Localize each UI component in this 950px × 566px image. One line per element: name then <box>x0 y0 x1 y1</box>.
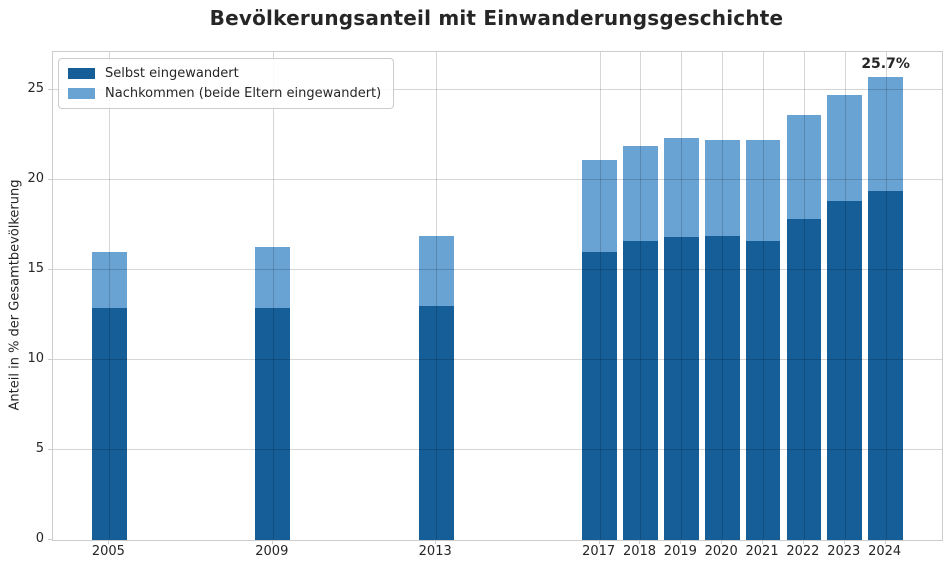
bar-segment-2017-selbst <box>582 251 617 540</box>
x-tick-mark <box>762 540 764 544</box>
x-tick-label: 2019 <box>663 544 697 559</box>
x-tick-label: 2017 <box>582 544 616 559</box>
bar-segment-2018-selbst <box>623 241 658 540</box>
bar-segment-2017-nachkommen <box>582 160 617 252</box>
legend-label-nachkommen: Nachkommen (beide Eltern eingewandert) <box>105 86 382 101</box>
x-tick-mark <box>802 540 804 544</box>
gridline-vertical <box>640 52 642 540</box>
bar-segment-2018-nachkommen <box>623 145 658 242</box>
bar-segment-2023-nachkommen <box>827 95 863 202</box>
y-tick-mark <box>48 539 52 540</box>
x-tick-mark <box>271 540 273 544</box>
x-tick-label: 2018 <box>622 544 657 559</box>
x-tick-label: 2023 <box>827 544 861 559</box>
value-annotation-2024: 25.7% <box>861 56 910 73</box>
bar-segment-2005-nachkommen <box>92 251 127 308</box>
x-tick-label: 2005 <box>91 544 125 559</box>
bar-segment-2022-nachkommen <box>786 115 822 220</box>
legend-label-selbst-eingewandert: Selbst eingewandert <box>105 66 239 81</box>
y-tick-mark <box>48 88 52 90</box>
bar-segment-2009-nachkommen <box>255 246 291 308</box>
legend-item-nachkommen: Nachkommen (beide Eltern eingewandert) <box>68 86 381 101</box>
y-tick-label: 0 <box>35 531 44 546</box>
chart-title: Bevölkerungsanteil mit Einwanderungsgesc… <box>209 6 784 30</box>
gridline-horizontal <box>53 358 942 360</box>
y-tick-mark <box>48 448 52 450</box>
y-tick-mark <box>48 178 52 180</box>
bar-segment-2024-nachkommen <box>868 77 903 191</box>
gridline-horizontal <box>53 448 942 450</box>
bar-segment-2013-nachkommen <box>418 235 454 306</box>
bar-segment-2020-selbst <box>704 235 740 540</box>
x-tick-label: 2020 <box>704 544 738 559</box>
gridline-vertical <box>599 52 601 540</box>
bar-segment-2023-selbst <box>827 201 863 540</box>
gridline-vertical <box>436 52 438 540</box>
y-tick-mark <box>48 358 52 360</box>
x-tick-mark <box>721 540 723 544</box>
x-tick-mark <box>108 540 110 544</box>
gridline-vertical <box>681 52 683 540</box>
legend: Selbst eingewandert Nachkommen (beide El… <box>58 58 395 109</box>
gridline-vertical <box>763 52 765 540</box>
x-tick-mark <box>598 540 600 544</box>
legend-swatch-light-blue <box>68 88 95 99</box>
gridline-vertical <box>844 52 846 540</box>
gridline-horizontal <box>53 178 942 180</box>
gridline-horizontal <box>53 268 942 270</box>
y-tick-label: 20 <box>27 170 44 186</box>
gridline-vertical <box>803 52 805 540</box>
x-tick-label: 2013 <box>418 544 452 559</box>
gridline-vertical <box>722 52 724 540</box>
y-tick-label: 10 <box>27 350 44 366</box>
bar-segment-2020-nachkommen <box>704 140 740 236</box>
gridline-horizontal <box>53 88 942 90</box>
x-tick-label: 2021 <box>745 544 779 559</box>
y-tick-label: 5 <box>35 440 44 456</box>
gridline-vertical <box>109 52 111 540</box>
bar-segment-2005-selbst <box>92 307 127 540</box>
bar-segment-2013-selbst <box>418 305 454 540</box>
y-tick-label: 15 <box>27 260 44 276</box>
bar-segment-2009-selbst <box>255 307 291 540</box>
bar-segment-2019-nachkommen <box>663 138 699 238</box>
x-tick-mark <box>843 540 845 544</box>
plot-area: Selbst eingewandert Nachkommen (beide El… <box>52 51 943 541</box>
x-tick-label: 2024 <box>868 544 902 559</box>
gridline-vertical <box>272 52 274 540</box>
bar-segment-2021-nachkommen <box>745 140 781 242</box>
x-tick-mark <box>884 540 886 544</box>
bar-segment-2021-selbst <box>745 241 781 540</box>
y-tick-mark <box>48 268 52 270</box>
bar-segment-2019-selbst <box>663 237 699 540</box>
legend-item-selbst-eingewandert: Selbst eingewandert <box>68 66 381 81</box>
bar-segment-2022-selbst <box>786 219 822 540</box>
x-tick-mark <box>639 540 641 544</box>
bar-segment-2024-selbst <box>868 190 903 540</box>
legend-swatch-dark-blue <box>68 68 95 79</box>
x-tick-label: 2009 <box>255 544 289 559</box>
x-tick-mark <box>435 540 437 544</box>
x-tick-mark <box>680 540 682 544</box>
gridline-vertical <box>885 52 887 540</box>
y-axis-label: Anteil in % der Gesamtbevölkerung <box>7 179 23 411</box>
y-tick-label: 25 <box>27 80 44 96</box>
x-tick-label: 2022 <box>786 544 820 559</box>
